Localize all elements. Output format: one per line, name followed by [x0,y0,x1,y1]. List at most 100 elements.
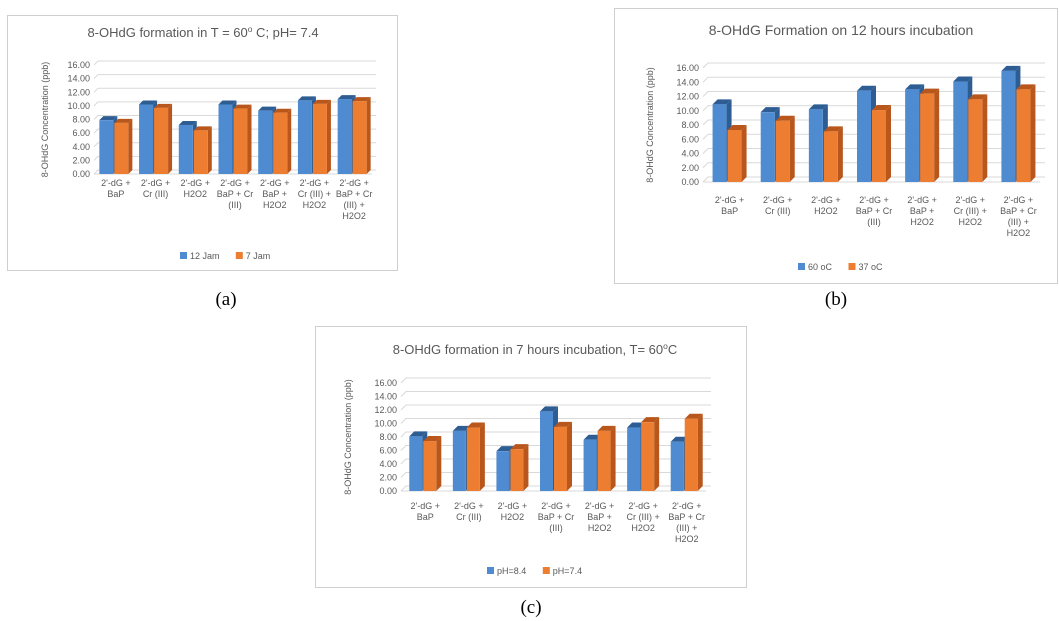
x-tick-label: H2O2 [814,206,838,216]
x-tick-label: Cr (III) [456,512,482,522]
legend-label: pH=7.4 [553,566,582,576]
legend-label: 60 oC [808,262,833,272]
gridline [702,62,1045,69]
bar-series1 [409,436,423,491]
y-tick-label: 16.00 [676,63,699,73]
bar-series1 [808,109,823,182]
bar-top-series1 [496,446,515,452]
x-tick-label: 2'-dG + [1004,195,1033,205]
x-tick-label: H2O2 [959,217,983,227]
bar-top-series2 [554,421,572,427]
bar-side-series2 [207,126,212,174]
y-axis-label: 8-OHdG Concentration (ppb) [40,62,50,178]
y-tick-label: 12.00 [676,92,699,102]
gridline [93,74,376,79]
x-tick-label: 2'-dG + [956,195,985,205]
chart-c-svg: 8-OHdG formation in 7 hours incubation, … [343,341,711,576]
y-tick-label: 6.00 [681,134,699,144]
bar-side-series2 [128,118,133,174]
bar-series1 [905,89,920,182]
bar-side-series2 [697,413,703,491]
bar-series2 [114,122,129,174]
legend-label: 12 Jam [190,251,220,261]
bar-top-series2 [920,88,940,94]
chart-a-svg: 8-OHdG formation in T = 60o C; pH= 7.4 8-… [40,24,376,261]
legend-label: pH=8.4 [497,566,526,576]
bar-series2 [823,131,838,182]
bar-series2 [273,112,288,174]
y-tick-label: 8.00 [681,120,699,130]
y-tick-label: 6.00 [72,128,90,138]
x-tick-label: Cr (III) + [627,512,660,522]
x-tick-label: H2O2 [263,200,287,210]
bar-series2 [423,441,437,491]
x-tick-label: H2O2 [675,534,699,544]
bar-side-series2 [247,104,252,174]
y-tick-label: 6.00 [379,446,397,456]
x-tick-label: 2'-dG + [300,178,329,188]
chart-panel-a: 8-OHdG formation in T = 60o C; pH= 7.4 8-… [7,15,398,271]
legend-swatch [542,567,550,574]
bar-series2 [352,101,367,174]
bar-side-series2 [1030,84,1036,182]
gridline [400,404,711,411]
bar-side-series2 [934,88,940,182]
x-tick-label: 2'-dG + [763,195,792,205]
bar-top-series2 [510,444,529,450]
bar-top-series1 [808,104,828,110]
x-tick-label: BaP [721,206,738,216]
caption-b: (b) [824,289,848,310]
bar-side-series2 [436,436,442,491]
y-tick-label: 2.00 [379,473,397,483]
legend-swatch [798,263,805,270]
bar-series2 [554,426,567,491]
bar-top-series1 [139,100,158,105]
bar-series2 [597,430,611,491]
bar-side-series2 [886,105,891,182]
bar-top-series2 [968,94,988,100]
y-tick-label: 4.00 [379,459,397,469]
bar-top-series1 [99,116,118,121]
y-tick-label: 10.00 [67,101,90,111]
x-tick-label: Cr (III) [765,206,791,216]
bar-series1 [258,110,273,174]
bar-side-series2 [523,444,529,491]
x-tick-label: 2'-dG + [672,501,701,511]
bar-side-series2 [287,108,292,174]
x-tick-label: BaP + [587,512,612,522]
bar-top-series1 [540,406,558,412]
chart-title: 8-OHdG formation in T = 60o C; pH= 7.4 [87,24,318,40]
bar-series1 [540,411,553,491]
chart-panel-b: 8-OHdG Formation on 12 hours incubation 8… [614,8,1058,284]
bar-top-series1 [337,95,356,100]
x-tick-label: 2'-dG + [628,501,657,511]
bar-top-series1 [452,425,471,431]
x-tick-label: 2'-dG + [181,178,210,188]
x-tick-label: H2O2 [910,217,934,227]
y-tick-label: 2.00 [681,163,699,173]
bar-series1 [953,81,968,182]
y-tick-label: 2.00 [72,155,90,165]
x-tick-label: 2'-dG + [811,195,840,205]
y-tick-label: 8.00 [379,432,397,442]
y-tick-label: 14.00 [676,77,699,87]
bar-side-series2 [479,422,485,491]
bar-top-series2 [466,422,485,428]
x-tick-label: H2O2 [1007,228,1031,238]
y-tick-label: 0.00 [379,486,397,496]
x-tick-label: BaP + Cr [217,189,254,199]
x-tick-label: 2'-dG + [220,178,249,188]
bar-top-series2 [193,126,212,131]
bar-series2 [684,418,698,491]
bar-top-series2 [872,105,891,111]
x-tick-label: (III) + [344,200,365,210]
bar-top-series1 [409,431,428,437]
x-tick-label: 2'-dG + [101,178,130,188]
y-tick-label: 12.00 [67,87,90,97]
bar-top-series2 [233,104,252,109]
bar-series1 [583,439,597,491]
bar-top-series2 [1016,84,1036,90]
x-tick-label: BaP + Cr [336,189,373,199]
bar-series1 [760,112,775,182]
x-tick-label: (III) + [676,523,697,533]
